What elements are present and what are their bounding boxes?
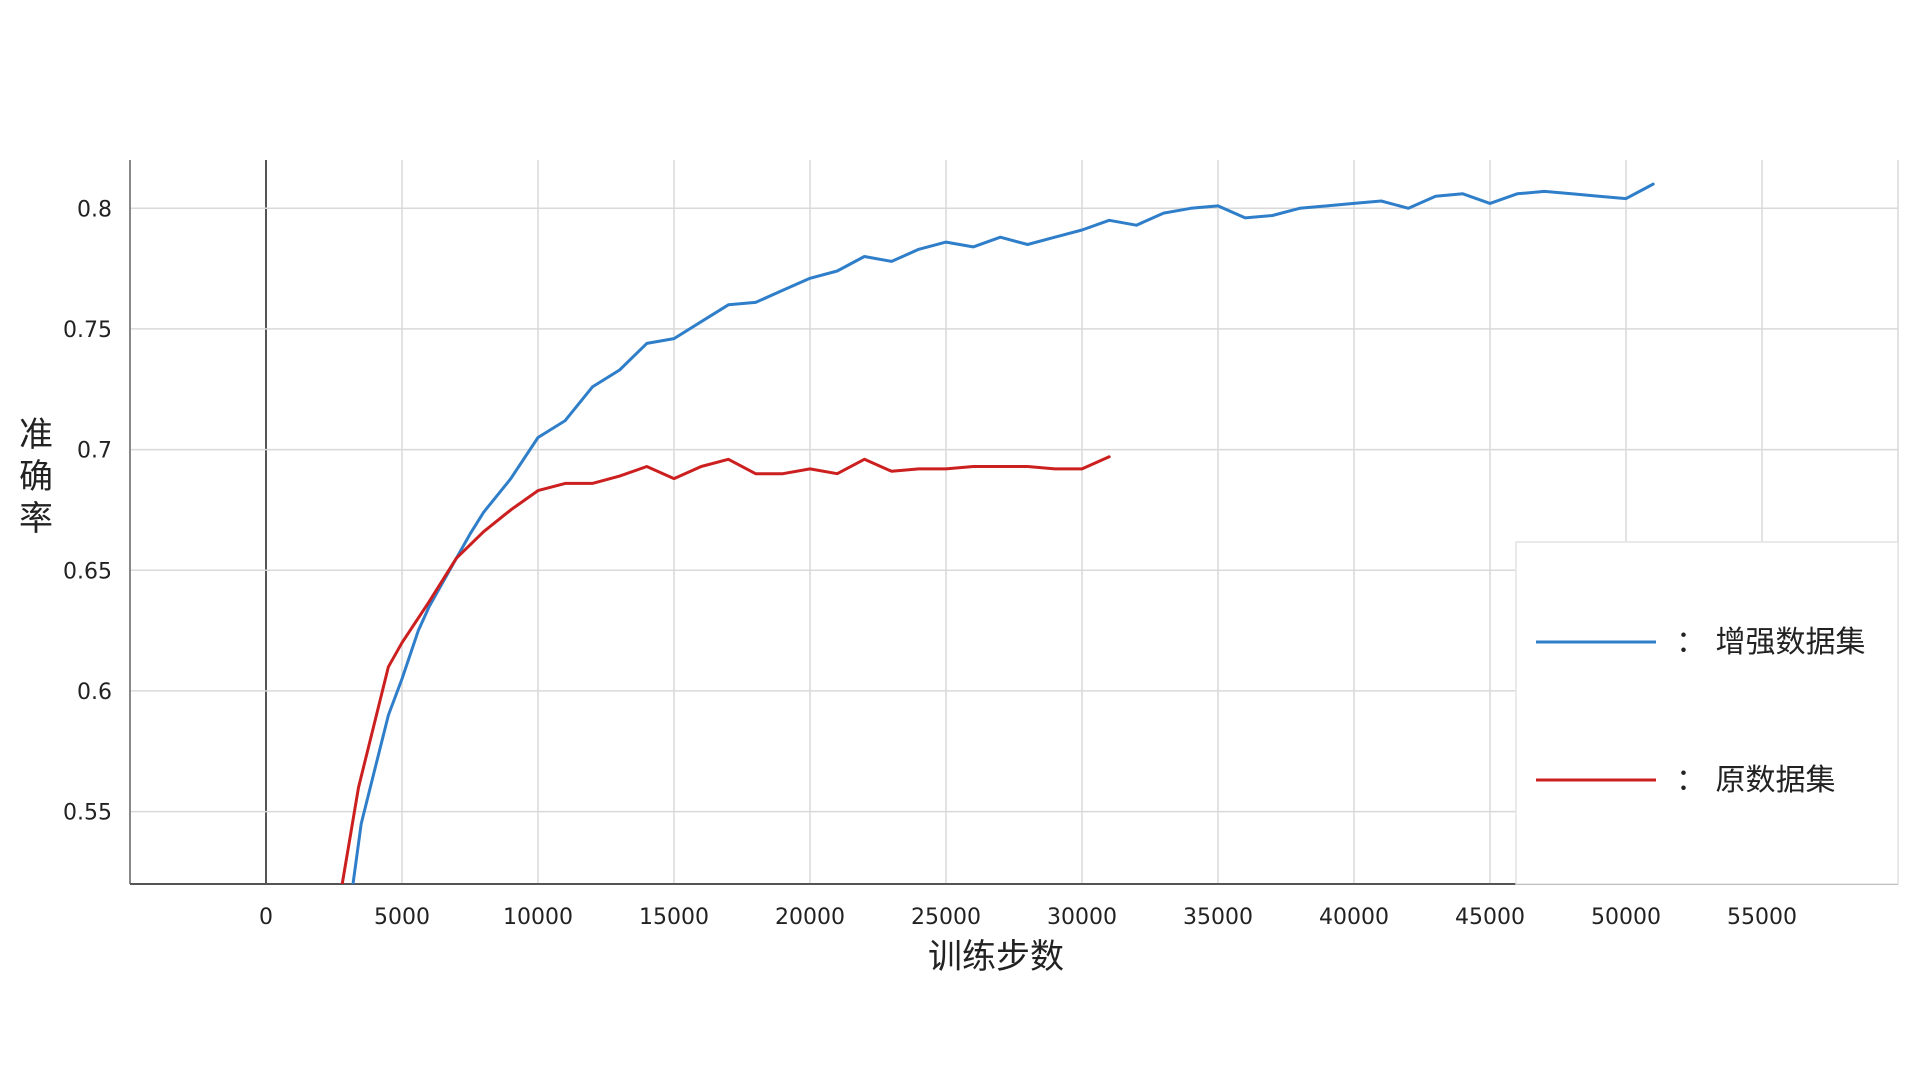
y-tick-label: 0.8	[77, 197, 112, 222]
legend-box	[1515, 541, 1899, 885]
x-tick-label: 0	[259, 905, 273, 930]
x-axis-label: 训练步数	[928, 937, 1064, 977]
x-tick-label: 20000	[775, 905, 845, 930]
x-tick-label: 35000	[1183, 905, 1253, 930]
series-lines	[340, 182, 1655, 884]
y-tick-label: 0.6	[77, 680, 112, 705]
x-tick-label: 45000	[1455, 905, 1525, 930]
x-tick-label: 30000	[1047, 905, 1117, 930]
y-tick-label: 0.7	[77, 439, 112, 464]
y-axis-label-char: 确	[19, 457, 53, 497]
y-tick-label: 0.55	[63, 801, 112, 826]
x-tick-label: 40000	[1319, 905, 1389, 930]
legend-label: ： 原数据集	[1676, 763, 1836, 798]
legend-label: ： 增强数据集	[1676, 625, 1866, 660]
series-line	[351, 182, 1655, 884]
x-tick-label: 10000	[503, 905, 573, 930]
x-tick-label: 55000	[1727, 905, 1797, 930]
x-tick-label: 25000	[911, 905, 981, 930]
y-tick-label: 0.65	[63, 559, 112, 584]
series-line	[340, 455, 1111, 884]
y-axis-label-char: 率	[19, 499, 53, 539]
legend: ： 增强数据集 ： 原数据集	[1515, 541, 1899, 885]
x-tick-label: 5000	[374, 905, 430, 930]
y-tick-label: 0.75	[63, 318, 112, 343]
x-tick-label: 50000	[1591, 905, 1661, 930]
y-axis-label: 准确率	[19, 415, 53, 539]
axes: 0 5000 10000 15000 20000 25000 30000 35000 40000…	[63, 160, 1898, 930]
x-tick-label: 15000	[639, 905, 709, 930]
y-axis-label-char: 准	[19, 415, 53, 455]
